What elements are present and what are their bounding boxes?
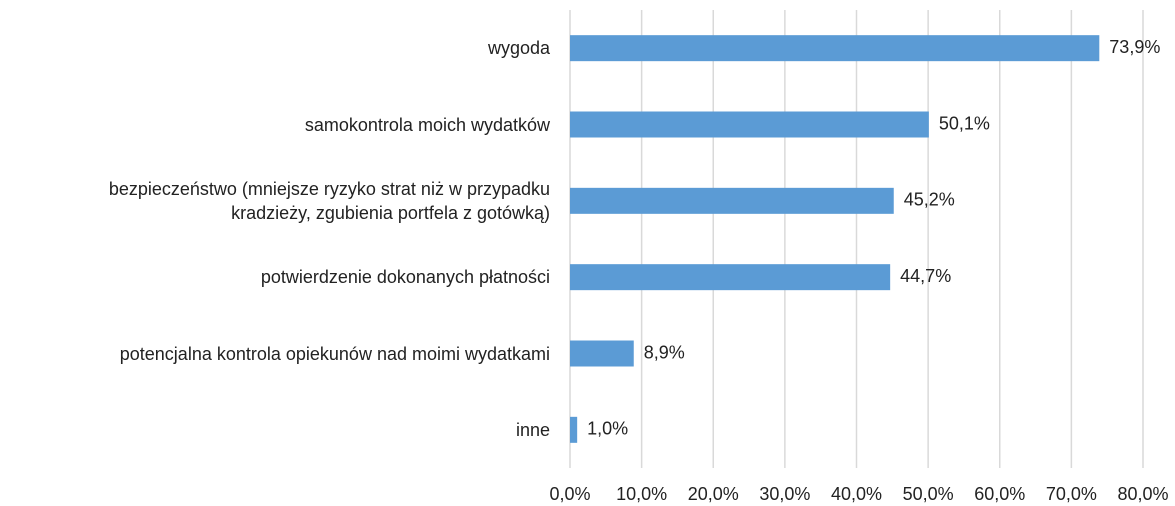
value-label: 50,1%	[939, 113, 990, 133]
y-tick-label: samokontrola moich wydatków	[304, 114, 550, 135]
value-label: 44,7%	[900, 266, 951, 286]
value-label: 45,2%	[904, 190, 955, 210]
value-label: 1,0%	[587, 419, 628, 439]
x-tick-label: 20,0%	[688, 484, 739, 504]
y-tick-label: potwierdzenie dokonanych płatności	[260, 267, 550, 288]
bar	[570, 416, 578, 443]
x-tick-label: 10,0%	[616, 484, 667, 504]
bar	[570, 111, 929, 138]
x-tick-label: 60,0%	[974, 484, 1025, 504]
value-label: 73,9%	[1109, 37, 1160, 57]
value-label: 8,9%	[644, 342, 685, 362]
bar	[570, 340, 634, 367]
x-tick-label: 30,0%	[759, 484, 810, 504]
y-tick-label: inne	[515, 419, 550, 440]
y-tick-label: bezpieczeństwo (mniejsze ryzyko strat ni…	[108, 178, 550, 223]
x-tick-label: 50,0%	[903, 484, 954, 504]
y-tick-label: potencjalna kontrola opiekunów nad moimi…	[119, 343, 550, 364]
x-tick-label: 80,0%	[1117, 484, 1168, 504]
x-tick-label: 40,0%	[831, 484, 882, 504]
y-tick-label: wygoda	[487, 38, 550, 59]
bar	[570, 264, 891, 291]
x-tick-label: 0,0%	[549, 484, 590, 504]
bar	[570, 35, 1100, 62]
bar	[570, 187, 894, 214]
x-tick-label: 70,0%	[1046, 484, 1097, 504]
